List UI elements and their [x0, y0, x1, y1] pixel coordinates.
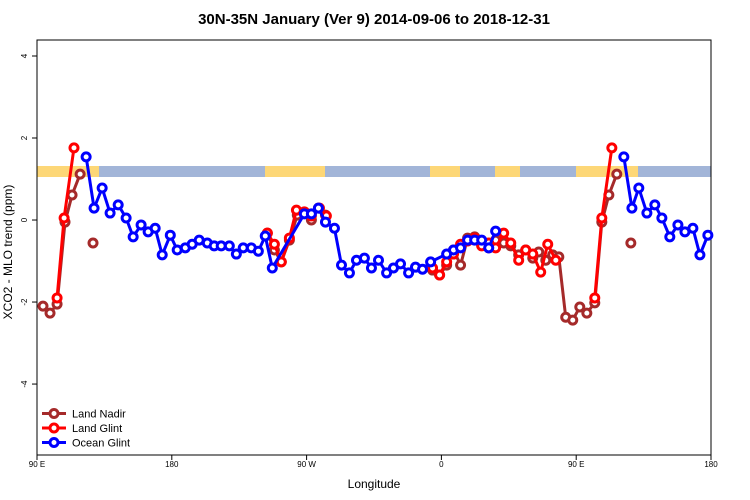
x-tick-label: 90 E: [568, 460, 584, 469]
data-point: [259, 230, 271, 242]
data-point: [44, 307, 56, 319]
data-point: [358, 252, 370, 264]
data-point: [611, 168, 623, 180]
data-point: [687, 222, 699, 234]
data-point: [80, 151, 92, 163]
legend-marker: [48, 437, 60, 448]
y-tick-label: 4: [20, 53, 29, 58]
y-tick-label: -4: [20, 380, 29, 388]
data-point: [606, 142, 618, 154]
data-point: [372, 254, 384, 266]
data-point: [112, 199, 124, 211]
data-point: [535, 266, 547, 278]
data-point: [223, 240, 235, 252]
land-band: [37, 166, 99, 177]
data-point: [505, 237, 517, 249]
data-point: [702, 229, 714, 241]
legend-marker: [48, 408, 60, 419]
data-point: [335, 259, 347, 271]
data-point: [417, 263, 429, 275]
data-point: [649, 199, 661, 211]
data-point: [252, 245, 264, 257]
data-point: [672, 219, 684, 231]
data-point: [403, 267, 415, 279]
land-band: [265, 166, 325, 177]
x-tick-label: 0: [439, 460, 444, 469]
data-point: [527, 248, 539, 260]
data-point: [483, 242, 495, 254]
data-point: [156, 249, 168, 261]
data-point: [550, 254, 562, 266]
data-point: [312, 202, 324, 214]
data-point: [135, 219, 147, 231]
plot-frame: [36, 39, 712, 456]
data-point: [87, 237, 99, 249]
y-axis-label: XCO2 - MLO trend (ppm): [1, 185, 15, 320]
data-point: [104, 207, 116, 219]
data-point: [656, 212, 668, 224]
data-point: [305, 208, 317, 220]
data-point: [266, 262, 278, 274]
data-point: [37, 300, 49, 312]
data-point: [625, 237, 637, 249]
x-tick-label: 90 E: [29, 460, 45, 469]
data-point: [58, 212, 70, 224]
data-point: [425, 256, 437, 268]
y-tick-label: -2: [20, 298, 29, 306]
data-point: [626, 202, 638, 214]
data-point: [343, 267, 355, 279]
data-point: [88, 202, 100, 214]
data-point: [268, 238, 280, 250]
data-point: [395, 258, 407, 270]
data-point: [230, 248, 242, 260]
land-band: [495, 166, 520, 177]
data-point: [455, 259, 467, 271]
data-point: [542, 238, 554, 250]
x-tick-label: 180: [704, 460, 718, 469]
data-point: [120, 212, 132, 224]
data-point: [164, 229, 176, 241]
data-point: [618, 151, 630, 163]
legend-label: Land Glint: [72, 423, 122, 435]
data-point: [490, 225, 502, 237]
data-point: [589, 292, 601, 304]
chart-title: 30N-35N January (Ver 9) 2014-09-06 to 20…: [198, 11, 550, 28]
data-point: [328, 222, 340, 234]
data-point: [319, 216, 331, 228]
data-point: [455, 242, 467, 254]
data-point: [434, 269, 446, 281]
x-axis-label: Longitude: [348, 477, 401, 491]
data-point: [596, 212, 608, 224]
data-point: [68, 142, 80, 154]
land-band: [430, 166, 460, 177]
data-point: [633, 182, 645, 194]
data-point: [581, 307, 593, 319]
legend-marker: [48, 422, 60, 434]
data-point: [365, 262, 377, 274]
legend-label: Land Nadir: [72, 409, 126, 421]
y-tick-label: 0: [20, 217, 29, 222]
data-point: [641, 207, 653, 219]
data-point: [127, 231, 139, 243]
data-point: [149, 222, 161, 234]
data-point: [476, 234, 488, 246]
data-point: [513, 254, 525, 266]
data-point: [574, 301, 586, 313]
x-tick-label: 90 W: [297, 460, 316, 469]
data-point: [51, 292, 63, 304]
data-point: [381, 267, 393, 279]
data-point: [96, 182, 108, 194]
legend-label: Ocean Glint: [72, 438, 130, 450]
ocean-band: [37, 166, 711, 177]
data-point: [694, 249, 706, 261]
data-point: [567, 314, 579, 326]
data-point: [664, 231, 676, 243]
data-point: [74, 168, 86, 180]
y-tick-label: 2: [20, 135, 29, 140]
x-tick-label: 180: [165, 460, 179, 469]
